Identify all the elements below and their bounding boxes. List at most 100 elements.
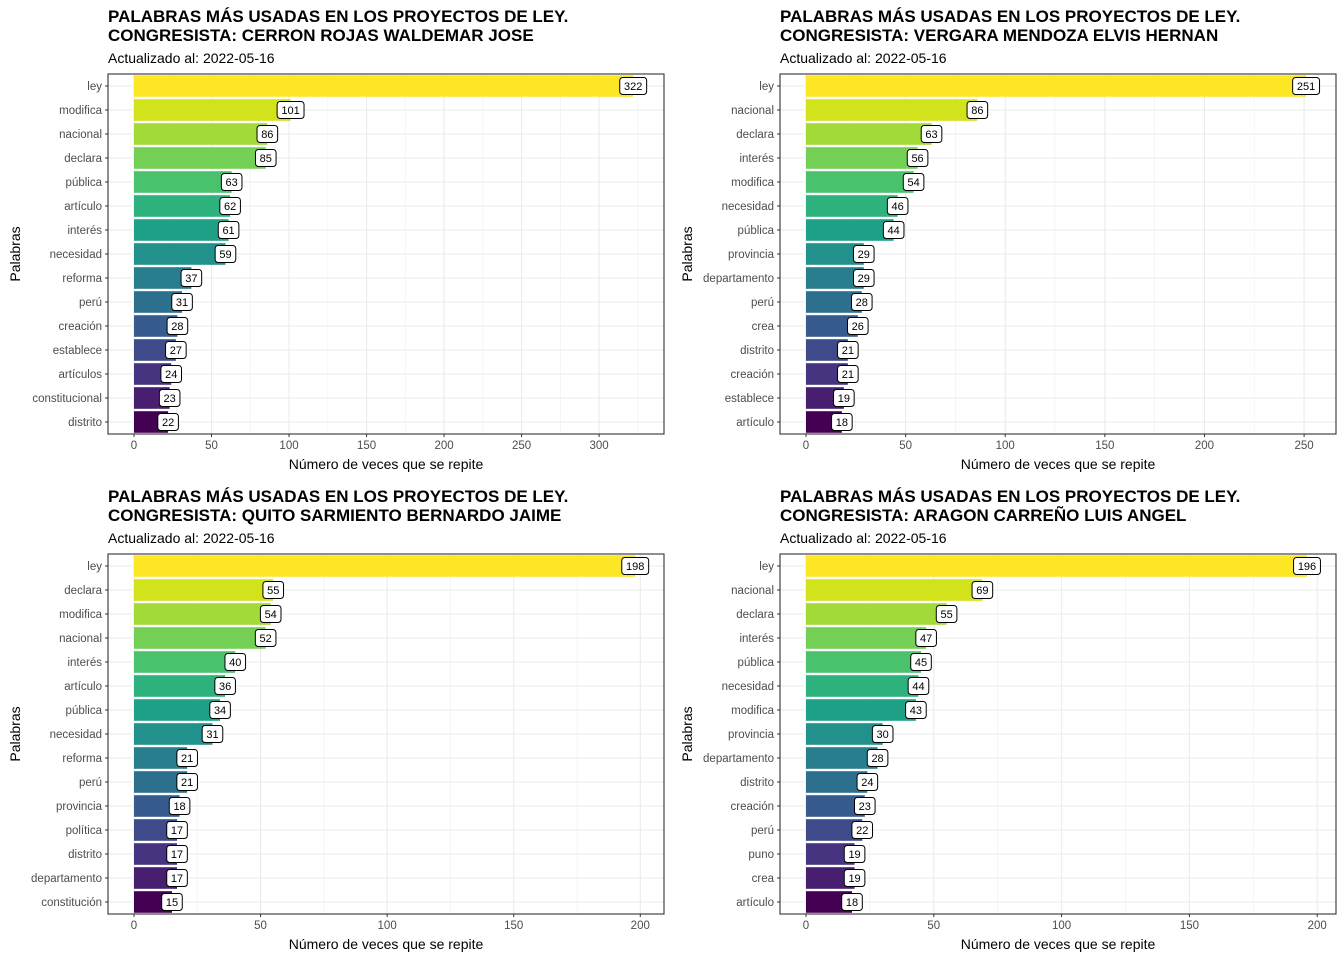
value-label-box (166, 821, 188, 839)
x-tick-label: 250 (512, 440, 531, 452)
bar (134, 195, 231, 217)
x-tick-label: 0 (131, 920, 137, 932)
y-tick-label: perú (751, 825, 774, 837)
bar (134, 579, 274, 601)
value-label-box (161, 893, 183, 911)
x-tick-label: 150 (1095, 440, 1114, 452)
y-tick-label: pública (738, 657, 775, 669)
value-label-box (254, 629, 277, 647)
value-label-box (837, 341, 859, 359)
value-label-box (160, 365, 183, 383)
value-label: 21 (842, 369, 854, 381)
value-label: 21 (181, 753, 193, 765)
y-tick-label: declara (64, 585, 102, 597)
value-label: 56 (911, 153, 923, 165)
value-label-box (843, 869, 866, 887)
x-tick-label: 100 (996, 440, 1015, 452)
value-label-box (158, 389, 181, 407)
value-label-box (209, 701, 231, 719)
value-label-box (166, 317, 189, 335)
value-label: 59 (219, 249, 231, 261)
chart-svg: PALABRAS MÁS USADAS EN LOS PROYECTOS DE … (7, 487, 665, 952)
value-label: 63 (925, 129, 937, 141)
value-label: 31 (176, 297, 188, 309)
value-label-box (171, 293, 193, 311)
value-label: 37 (185, 273, 197, 285)
bar (134, 795, 180, 817)
value-label: 18 (173, 801, 185, 813)
value-label-box (847, 317, 869, 335)
value-label: 61 (222, 225, 234, 237)
value-label: 28 (171, 321, 183, 333)
value-label-box (852, 269, 875, 287)
y-tick-label: modifica (731, 177, 774, 189)
bar (134, 243, 226, 265)
value-label: 44 (912, 681, 924, 693)
value-label: 34 (214, 705, 226, 717)
bar (806, 675, 919, 697)
value-label: 52 (260, 633, 272, 645)
bar (134, 291, 183, 313)
chart-title-line-1: PALABRAS MÁS USADAS EN LOS PROYECTOS DE … (780, 487, 1240, 506)
y-tick-label: política (66, 825, 103, 837)
value-label-box (619, 77, 648, 95)
chart-subtitle: Actualizado al: 2022-05-16 (780, 530, 947, 546)
value-label-box (837, 365, 859, 383)
chart-title-line-1: PALABRAS MÁS USADAS EN LOS PROYECTOS DE … (108, 7, 568, 26)
y-tick-label: pública (66, 705, 103, 717)
y-tick-label: necesidad (50, 249, 102, 261)
value-label: 62 (224, 201, 236, 213)
y-tick-label: provincia (728, 249, 775, 261)
bar (806, 771, 868, 793)
value-label: 29 (858, 249, 870, 261)
value-label: 46 (892, 201, 904, 213)
bar (134, 747, 188, 769)
y-axis-title: Palabras (679, 226, 695, 281)
value-label: 86 (971, 105, 983, 117)
value-label-box (906, 149, 929, 167)
bar (806, 75, 1307, 97)
x-tick-label: 200 (1195, 440, 1214, 452)
chart-title-line-2: CONGRESISTA: QUITO SARMIENTO BERNARDO JA… (108, 506, 561, 525)
value-label-box (166, 869, 188, 887)
value-label: 45 (915, 657, 927, 669)
value-label: 27 (170, 345, 182, 357)
value-label: 21 (842, 345, 854, 357)
y-tick-label: modifica (59, 105, 102, 117)
x-tick-label: 150 (357, 440, 376, 452)
bar (806, 123, 932, 145)
value-label: 44 (888, 225, 900, 237)
x-tick-label: 0 (803, 920, 809, 932)
bar (806, 651, 922, 673)
x-tick-label: 100 (1052, 920, 1071, 932)
bar (134, 99, 291, 121)
value-label: 26 (852, 321, 864, 333)
x-tick-label: 300 (589, 440, 608, 452)
bar (134, 675, 226, 697)
value-label-box (176, 749, 198, 767)
value-label: 30 (877, 729, 889, 741)
value-label-box (841, 893, 863, 911)
chart-subtitle: Actualizado al: 2022-05-16 (780, 50, 947, 66)
y-tick-label: distrito (740, 345, 774, 357)
value-label: 55 (267, 585, 279, 597)
chart-svg: PALABRAS MÁS USADAS EN LOS PROYECTOS DE … (679, 487, 1337, 952)
value-label-box (971, 581, 994, 599)
plot-border (779, 73, 1337, 435)
x-tick-label: 100 (378, 920, 397, 932)
value-label-box (882, 221, 905, 239)
value-label-box (851, 821, 874, 839)
value-label: 43 (910, 705, 922, 717)
y-tick-label: interés (67, 657, 102, 669)
x-tick-label: 0 (131, 440, 137, 452)
bar (806, 315, 858, 337)
value-label-box (853, 797, 876, 815)
value-label-box (219, 197, 241, 215)
y-tick-label: ley (87, 81, 102, 93)
value-label-box (850, 293, 873, 311)
chart-panel-3: PALABRAS MÁS USADAS EN LOS PROYECTOS DE … (0, 480, 672, 960)
y-tick-label: perú (79, 777, 102, 789)
y-tick-label: departamento (703, 273, 774, 285)
value-label-box (966, 101, 989, 119)
x-tick-label: 150 (1180, 920, 1199, 932)
